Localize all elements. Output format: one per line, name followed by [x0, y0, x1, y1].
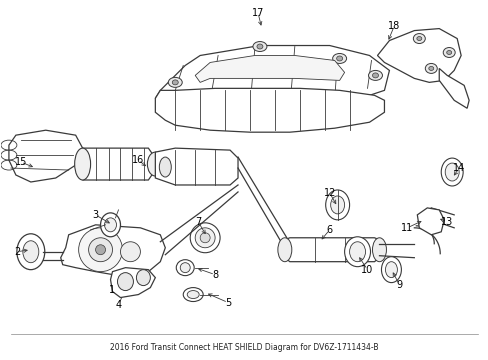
- Ellipse shape: [200, 233, 210, 243]
- Ellipse shape: [349, 242, 365, 262]
- Text: 16: 16: [132, 155, 144, 165]
- Ellipse shape: [159, 157, 171, 177]
- Ellipse shape: [101, 213, 120, 237]
- Text: 5: 5: [224, 297, 231, 307]
- Ellipse shape: [176, 260, 194, 276]
- Ellipse shape: [252, 41, 266, 51]
- Ellipse shape: [256, 44, 263, 49]
- Polygon shape: [82, 148, 155, 180]
- Ellipse shape: [440, 158, 462, 186]
- Text: 1: 1: [109, 284, 115, 294]
- Ellipse shape: [17, 234, 45, 270]
- Text: 6: 6: [326, 225, 332, 235]
- Text: 4: 4: [115, 300, 122, 310]
- Ellipse shape: [75, 148, 90, 180]
- Ellipse shape: [277, 238, 291, 262]
- Ellipse shape: [368, 71, 382, 80]
- Ellipse shape: [136, 270, 150, 285]
- Ellipse shape: [172, 80, 178, 85]
- Ellipse shape: [425, 63, 436, 73]
- Polygon shape: [61, 225, 165, 278]
- Polygon shape: [416, 208, 443, 235]
- Ellipse shape: [416, 37, 421, 41]
- Text: 9: 9: [396, 280, 402, 289]
- Polygon shape: [110, 268, 155, 298]
- Polygon shape: [377, 28, 460, 82]
- Ellipse shape: [381, 257, 401, 283]
- Ellipse shape: [330, 196, 344, 214]
- Text: 17: 17: [251, 8, 264, 18]
- Ellipse shape: [385, 262, 397, 278]
- Ellipse shape: [444, 163, 458, 181]
- Ellipse shape: [183, 288, 203, 302]
- Ellipse shape: [168, 77, 182, 87]
- Text: 7: 7: [195, 217, 201, 227]
- Polygon shape: [9, 130, 82, 182]
- Text: 10: 10: [361, 265, 373, 275]
- Ellipse shape: [332, 54, 346, 63]
- Polygon shape: [195, 55, 344, 82]
- Text: 2016 Ford Transit Connect HEAT SHIELD Diagram for DV6Z-1711434-B: 2016 Ford Transit Connect HEAT SHIELD Di…: [110, 343, 378, 352]
- Ellipse shape: [187, 291, 199, 298]
- Text: 12: 12: [323, 188, 335, 198]
- Ellipse shape: [336, 56, 342, 61]
- Ellipse shape: [446, 50, 451, 54]
- Text: 15: 15: [15, 157, 27, 167]
- Ellipse shape: [344, 237, 370, 267]
- Ellipse shape: [428, 67, 433, 71]
- Ellipse shape: [79, 228, 122, 272]
- Text: 8: 8: [212, 270, 218, 280]
- Text: 11: 11: [401, 223, 413, 233]
- Text: 18: 18: [387, 21, 400, 31]
- Text: 3: 3: [92, 210, 99, 220]
- Ellipse shape: [372, 73, 378, 78]
- Text: 14: 14: [452, 163, 465, 173]
- Ellipse shape: [88, 238, 112, 262]
- Ellipse shape: [95, 245, 105, 255]
- Ellipse shape: [190, 223, 220, 253]
- Text: 2: 2: [14, 247, 20, 257]
- Text: 13: 13: [440, 217, 452, 227]
- Ellipse shape: [147, 152, 163, 176]
- Polygon shape: [285, 238, 379, 262]
- Polygon shape: [438, 68, 468, 108]
- Polygon shape: [155, 45, 388, 112]
- Ellipse shape: [195, 228, 215, 248]
- Ellipse shape: [104, 218, 116, 232]
- Polygon shape: [155, 148, 238, 185]
- Ellipse shape: [325, 190, 349, 220]
- Polygon shape: [155, 88, 384, 132]
- Ellipse shape: [372, 238, 386, 262]
- Ellipse shape: [412, 33, 425, 44]
- Ellipse shape: [180, 263, 190, 273]
- Ellipse shape: [120, 242, 140, 262]
- Ellipse shape: [117, 273, 133, 291]
- Ellipse shape: [23, 241, 39, 263]
- Ellipse shape: [442, 48, 454, 58]
